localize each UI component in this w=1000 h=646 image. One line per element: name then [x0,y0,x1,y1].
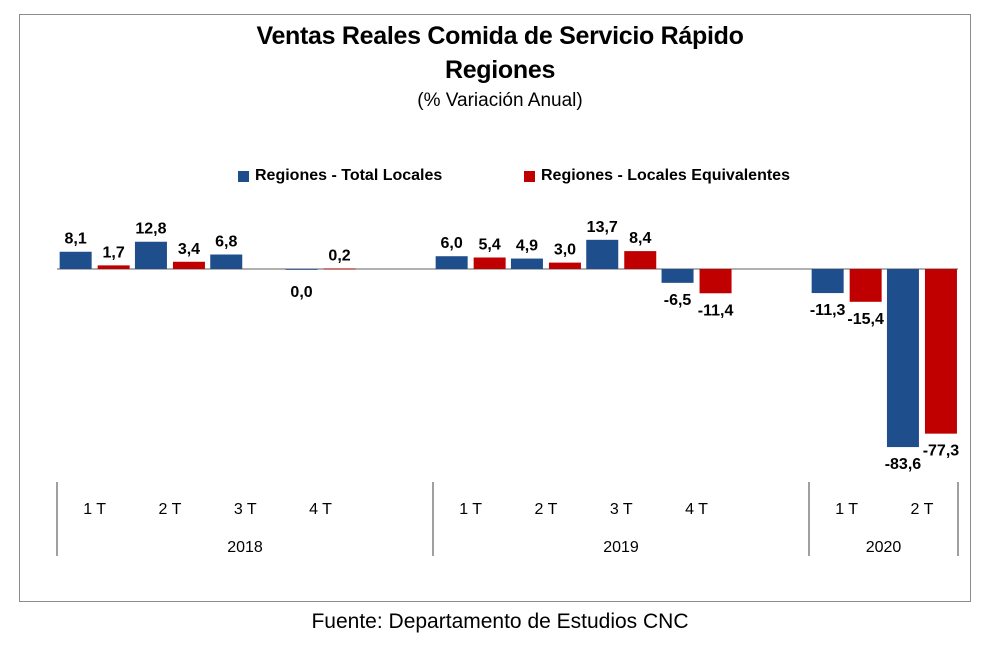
chart-frame [19,14,971,602]
group-label-2018: 2018 [227,539,263,556]
chart-title-line2: Regiones [444,56,556,84]
category-label-6: 3 T [610,501,633,518]
data-label-equiv-3: 0,2 [328,248,350,265]
data-label-total-2: 6,8 [215,234,237,251]
data-label-equiv-7: -11,4 [698,302,734,319]
bar-total-0 [59,251,92,269]
bar-equiv-1 [172,261,205,269]
category-label-0: 1 T [83,501,106,518]
data-label-total-5: 4,9 [516,238,538,255]
category-label-2: 3 T [234,501,257,518]
group-label-2020: 2020 [866,539,902,556]
category-label-8: 1 T [835,501,858,518]
bar-equiv-4 [473,257,506,269]
data-label-equiv-1: 3,4 [178,241,200,258]
bar-total-1 [134,241,167,269]
category-label-3: 4 T [309,501,332,518]
bar-total-4 [435,256,468,269]
bar-total-9 [886,269,919,448]
chart-subtitle: (% Variación Anual) [417,90,583,111]
source-note: Fuente: Departamento de Estudios CNC [311,610,689,633]
bar-total-6 [586,239,619,269]
bar-equiv-5 [548,262,581,269]
bar-equiv-3 [323,268,356,270]
bar-equiv-8 [849,269,882,302]
chart-title-line1: Ventas Reales Comida de Servicio Rápido [256,22,744,50]
data-label-equiv-8: -15,4 [847,311,884,328]
bar-equiv-7 [699,269,732,294]
group-label-2019: 2019 [603,539,639,556]
bar-equiv-9 [924,269,957,434]
data-label-equiv-6: 8,4 [629,230,651,247]
bar-equiv-6 [624,251,657,269]
data-label-total-7: -6,5 [664,292,692,309]
bar-equiv-0 [97,265,130,269]
legend-label-total: Regiones - Total Locales [255,167,443,184]
legend-item-total-locales: Regiones - Total Locales [238,167,442,185]
legend-label-equiv: Regiones - Locales Equivalentes [541,167,790,184]
category-label-4: 1 T [459,501,482,518]
data-label-total-8: -11,3 [810,302,846,319]
data-label-equiv-0: 1,7 [103,244,125,261]
data-label-total-0: 8,1 [65,231,87,248]
data-label-total-4: 6,0 [441,235,463,252]
legend-swatch-equiv [524,170,535,182]
category-label-1: 2 T [159,501,182,518]
data-label-equiv-4: 5,4 [479,236,501,253]
bar-total-2 [210,254,243,269]
bar-total-7 [661,269,694,283]
data-label-total-6: 13,7 [587,219,618,236]
legend-item-locales-equivalentes: Regiones - Locales Equivalentes [524,167,790,185]
category-label-5: 2 T [535,501,558,518]
data-label-total-3: 0,0 [290,284,312,301]
data-label-equiv-5: 3,0 [554,242,576,259]
bar-total-3 [285,269,318,270]
bar-total-8 [811,269,844,294]
data-label-equiv-9: -77,3 [923,443,960,460]
legend-swatch-total [238,170,249,182]
bar-total-5 [510,258,543,269]
category-label-7: 4 T [685,501,708,518]
category-label-9: 2 T [911,501,934,518]
data-label-total-1: 12,8 [135,221,166,238]
data-label-total-9: -83,6 [885,456,922,473]
